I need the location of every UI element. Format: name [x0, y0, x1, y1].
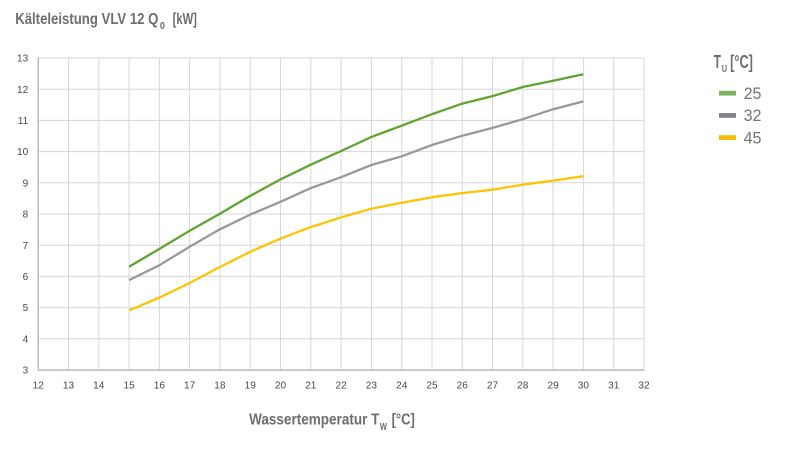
svg-text:31: 31: [608, 381, 620, 392]
svg-text:17: 17: [184, 381, 196, 392]
svg-text:[°C]: [°C]: [392, 411, 415, 428]
svg-text:11: 11: [18, 116, 29, 127]
svg-text:27: 27: [487, 381, 499, 392]
svg-text:30: 30: [578, 381, 590, 392]
svg-text:22: 22: [335, 381, 347, 392]
svg-text:45: 45: [744, 130, 762, 148]
svg-text:12: 12: [17, 85, 29, 96]
svg-text:25: 25: [426, 381, 438, 392]
svg-text:26: 26: [457, 381, 469, 392]
svg-text:32: 32: [744, 107, 762, 125]
svg-text:6: 6: [23, 272, 29, 283]
svg-text:15: 15: [123, 381, 135, 392]
svg-text:24: 24: [396, 381, 408, 392]
svg-text:14: 14: [93, 381, 105, 392]
svg-text:29: 29: [547, 381, 559, 392]
svg-text:U: U: [722, 63, 727, 75]
svg-text:13: 13: [17, 54, 29, 65]
svg-text:21: 21: [305, 381, 317, 392]
svg-text:10: 10: [17, 147, 29, 158]
svg-text:12: 12: [33, 381, 45, 392]
svg-text:18: 18: [214, 381, 226, 392]
svg-text:T: T: [714, 52, 721, 72]
svg-text:16: 16: [154, 381, 166, 392]
svg-text:7: 7: [23, 241, 29, 252]
svg-text:8: 8: [23, 210, 29, 221]
svg-text:5: 5: [23, 303, 29, 314]
svg-text:13: 13: [63, 381, 75, 392]
svg-text:23: 23: [366, 381, 378, 392]
svg-text:0: 0: [160, 20, 165, 32]
svg-text:28: 28: [517, 381, 529, 392]
svg-text:3: 3: [23, 366, 29, 377]
svg-text:W: W: [380, 421, 387, 433]
svg-text:25: 25: [744, 85, 762, 103]
svg-text:[kW]: [kW]: [173, 11, 197, 28]
svg-text:20: 20: [275, 381, 287, 392]
svg-text:Wassertemperatur T: Wassertemperatur T: [249, 411, 379, 428]
svg-text:Kälteleistung VLV 12 Q: Kälteleistung VLV 12 Q: [15, 11, 158, 28]
svg-text:[°C]: [°C]: [730, 52, 753, 72]
svg-text:19: 19: [245, 381, 257, 392]
svg-text:32: 32: [638, 381, 650, 392]
svg-text:4: 4: [23, 334, 29, 345]
svg-text:9: 9: [23, 178, 29, 189]
